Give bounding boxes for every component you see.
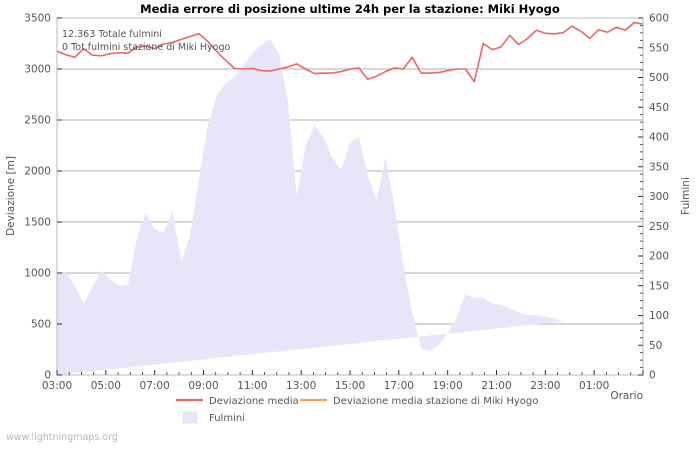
x-axis-tick-label: 17:00: [384, 380, 414, 392]
y-axis-right-tick-label: 450: [649, 102, 669, 114]
x-axis-tick-label: 21:00: [481, 380, 511, 392]
y-axis-left: 0 500 1000 1500 2000 2500 3000 3500: [24, 13, 62, 382]
y-axis-right-tick-label: 100: [649, 310, 669, 322]
annotation-total-lightning: 12.363 Totale fulmini: [62, 29, 162, 40]
x-axis-tick-label: 07:00: [140, 380, 170, 392]
y-axis-right-tick-label: 50: [649, 340, 662, 352]
annotation-station-lightning: 0 Tot.fulmini stazione di Miki Hyogo: [62, 42, 231, 53]
x-axis-tick-label: 19:00: [433, 380, 463, 392]
y-axis-left-tick-label: 2000: [24, 166, 51, 178]
x-axis-tick-label: 05:00: [91, 380, 121, 392]
deviazione-media-line-series: [56, 21, 644, 83]
y-axis-left-tick-label: 2500: [24, 115, 51, 127]
x-axis-tick-label: 15:00: [335, 380, 365, 392]
y-axis-left-tick-label: 0: [44, 370, 51, 382]
y-axis-right: 0 50 100 150 200 250 300 350 400 450 500 550 600: [638, 13, 669, 382]
legend-label-deviazione-media-stazione[interactable]: Deviazione media stazione di Miki Hyogo: [333, 396, 538, 407]
y-axis-right-tick-label: 400: [649, 132, 669, 144]
y-axis-left-title: Deviazione [m]: [5, 156, 17, 236]
watermark-link[interactable]: www.lightningmaps.org: [6, 432, 118, 443]
legend-label-fulmini[interactable]: Fulmini: [209, 413, 245, 424]
x-axis-tick-label: 09:00: [188, 380, 218, 392]
x-axis-title: Orario: [610, 390, 643, 402]
y-axis-left-tick-label: 1000: [24, 268, 51, 280]
y-axis-right-title: Fulmini: [680, 177, 692, 215]
y-axis-right-tick-label: 0: [649, 370, 656, 382]
y-axis-left-tick-label: 500: [31, 319, 51, 331]
y-axis-left-tick-label: 3000: [24, 64, 51, 76]
deviazione-media-path: [56, 21, 644, 83]
fulmini-area-path: [57, 38, 564, 375]
x-axis-tick-label: 03:00: [42, 380, 72, 392]
x-axis: 03:00 05:00 07:00 09:00 11:00 13:00 15:00 17:00…: [42, 370, 644, 392]
x-axis-tick-label: 01:00: [579, 380, 609, 392]
y-axis-right-tick-label: 250: [649, 221, 669, 233]
y-axis-right-tick-label: 550: [649, 42, 669, 54]
fulmini-area-series: [57, 38, 564, 375]
x-axis-tick-label: 11:00: [237, 380, 267, 392]
y-axis-right-tick-label: 600: [649, 13, 669, 25]
legend-label-deviazione-media[interactable]: Deviazione media: [209, 396, 299, 407]
x-axis-tick-label: 23:00: [530, 380, 560, 392]
y-axis-right-tick-label: 350: [649, 161, 669, 173]
y-axis-left-tick-label: 3500: [24, 13, 51, 25]
y-axis-left-tick-label: 1500: [24, 217, 51, 229]
y-axis-right-tick-label: 300: [649, 191, 669, 203]
chart-title: Media errore di posizione ultime 24h per…: [140, 2, 560, 16]
y-axis-right-tick-label: 500: [649, 72, 669, 84]
y-axis-right-tick-label: 200: [649, 251, 669, 263]
x-axis-tick-label: 13:00: [286, 380, 316, 392]
y-axis-right-tick-label: 150: [649, 280, 669, 292]
legend: Deviazione media Deviazione media stazio…: [176, 396, 538, 424]
legend-swatch-fulmini: [182, 411, 198, 424]
